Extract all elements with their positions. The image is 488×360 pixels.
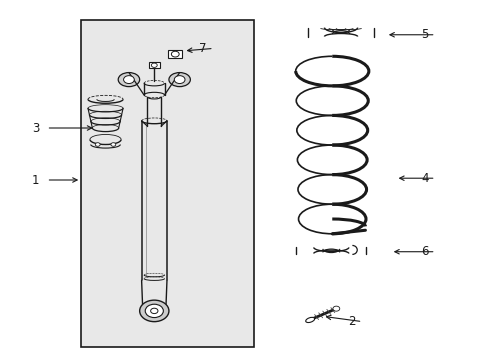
- Ellipse shape: [118, 73, 140, 87]
- Text: 6: 6: [420, 245, 428, 258]
- Text: 2: 2: [347, 315, 355, 328]
- Circle shape: [150, 308, 158, 314]
- Text: 7: 7: [199, 42, 206, 55]
- Circle shape: [145, 304, 163, 318]
- Circle shape: [111, 143, 116, 146]
- Circle shape: [140, 300, 168, 321]
- Circle shape: [123, 76, 134, 84]
- Bar: [168, 50, 182, 58]
- Circle shape: [174, 76, 184, 84]
- Text: 5: 5: [420, 28, 427, 41]
- Text: 3: 3: [32, 122, 40, 135]
- Circle shape: [171, 51, 179, 57]
- Bar: [81, 21, 254, 347]
- Circle shape: [332, 306, 339, 311]
- Text: 4: 4: [420, 172, 428, 185]
- Bar: [149, 62, 159, 68]
- Circle shape: [95, 143, 100, 146]
- Ellipse shape: [305, 318, 314, 323]
- Text: 1: 1: [32, 174, 40, 186]
- Ellipse shape: [168, 73, 190, 87]
- Circle shape: [151, 63, 157, 67]
